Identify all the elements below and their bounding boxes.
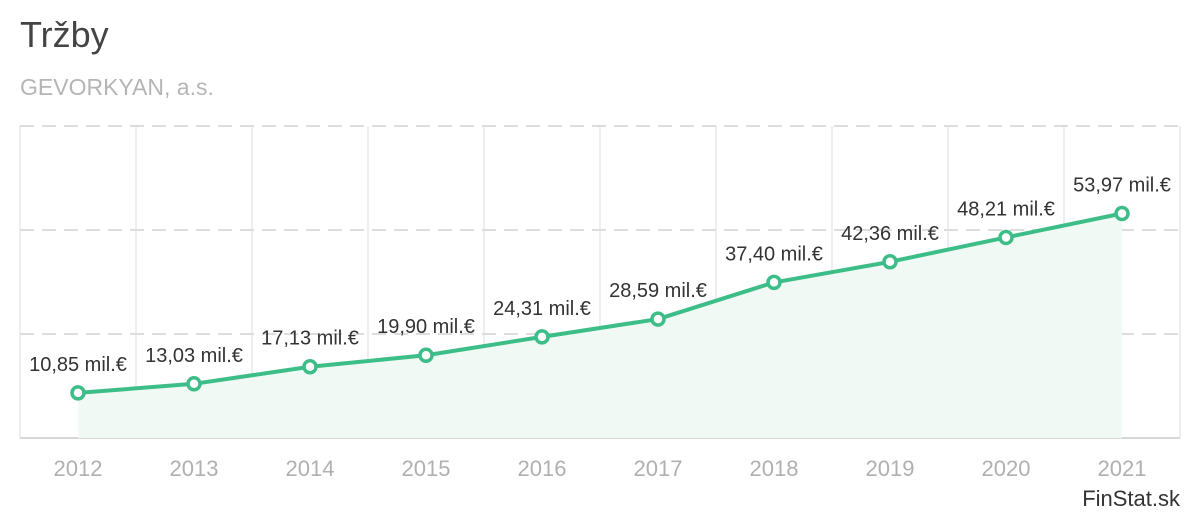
data-label-2021: 53,97 mil.€ bbox=[1073, 174, 1171, 196]
data-point-2020 bbox=[998, 229, 1014, 246]
data-label-2017: 28,59 mil.€ bbox=[609, 280, 707, 302]
x-tick-label-2017: 2017 bbox=[634, 456, 683, 481]
data-label-2015: 19,90 mil.€ bbox=[377, 316, 475, 338]
chart-title: Tržby bbox=[20, 14, 109, 55]
chart-subtitle: GEVORKYAN, a.s. bbox=[20, 74, 214, 100]
data-point-2019 bbox=[882, 254, 898, 270]
data-label-2016: 24,31 mil.€ bbox=[493, 298, 591, 320]
revenue-area bbox=[78, 213, 1122, 438]
points-layer bbox=[70, 205, 1130, 401]
x-tick-label-2016: 2016 bbox=[518, 456, 567, 481]
x-tick-label-2019: 2019 bbox=[866, 456, 915, 481]
x-axis: 2012 2013 2014 2015 2016 2017 2018 2019 2020 2021 bbox=[54, 456, 1147, 481]
data-point-2012 bbox=[70, 385, 86, 401]
brand-watermark: FinStat.sk bbox=[1082, 486, 1180, 511]
data-point-2014 bbox=[302, 358, 318, 375]
x-tick-label-2018: 2018 bbox=[750, 456, 799, 481]
data-label-2018: 37,40 mil.€ bbox=[725, 243, 823, 265]
data-labels-layer: 10,85 mil.€ 13,03 mil.€ 17,13 mil.€ 19,90 m… bbox=[29, 174, 1171, 375]
data-label-2013: 13,03 mil.€ bbox=[145, 345, 243, 367]
data-point-2021 bbox=[1114, 205, 1130, 222]
data-point-2015 bbox=[418, 347, 434, 363]
x-tick-label-2014: 2014 bbox=[286, 456, 335, 481]
x-tick-label-2021: 2021 bbox=[1098, 456, 1147, 481]
revenue-line bbox=[77, 211, 1123, 395]
data-label-2012: 10,85 mil.€ bbox=[29, 354, 127, 376]
data-label-2020: 48,21 mil.€ bbox=[957, 198, 1055, 220]
x-tick-label-2013: 2013 bbox=[170, 456, 219, 481]
data-point-2016 bbox=[534, 329, 550, 345]
x-tick-label-2015: 2015 bbox=[402, 456, 451, 481]
x-tick-label-2012: 2012 bbox=[54, 456, 103, 481]
x-tick-label-2020: 2020 bbox=[982, 456, 1031, 481]
data-label-2019: 42,36 mil.€ bbox=[841, 223, 939, 245]
data-point-2018 bbox=[766, 274, 782, 291]
data-point-2017 bbox=[650, 311, 666, 327]
data-point-2013 bbox=[186, 376, 202, 392]
data-label-2014: 17,13 mil.€ bbox=[261, 328, 359, 350]
